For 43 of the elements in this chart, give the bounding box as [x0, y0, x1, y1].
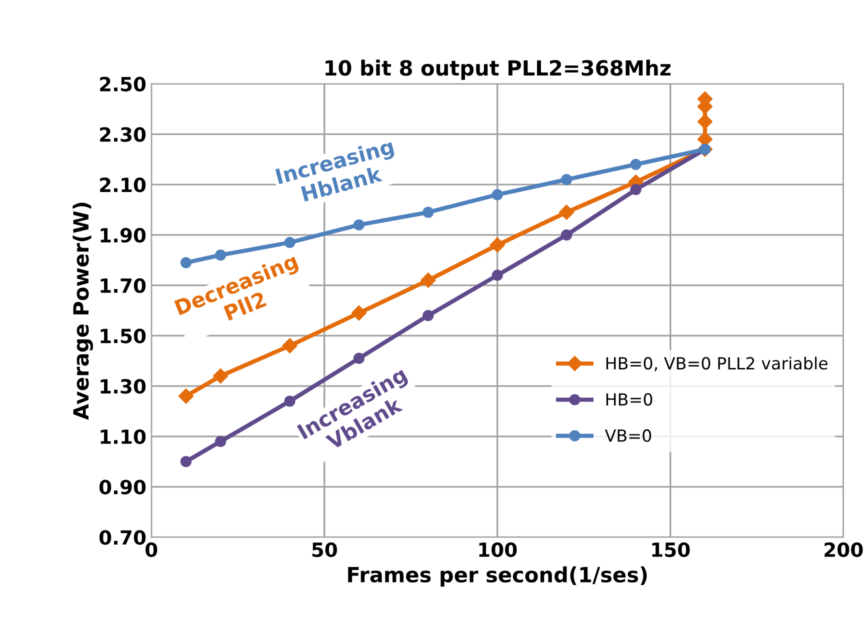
y-tick-label: 2.10 [100, 178, 146, 192]
y-tick-label: 1.70 [100, 278, 146, 293]
x-tick-label: 50 [312, 542, 337, 558]
point [180, 456, 192, 468]
point [282, 338, 298, 354]
point [561, 174, 572, 186]
point [422, 206, 434, 218]
legend-label: HB=0, VB=0 PLL2 variable [606, 356, 828, 372]
y-tick-label: 1.50 [100, 328, 146, 344]
point [215, 436, 226, 448]
y-tick-label: 0.90 [99, 480, 146, 494]
point [630, 158, 642, 170]
y-tick-label: 2.30 [100, 127, 146, 142]
y-tick-label: 1.10 [100, 429, 146, 444]
point [492, 189, 503, 200]
y-tick-label: 0.70 [99, 530, 146, 545]
point [353, 352, 365, 364]
point [422, 310, 434, 322]
y-tick-label: 1.90 [100, 228, 146, 243]
point [213, 368, 228, 384]
point [559, 204, 574, 220]
point [178, 388, 194, 404]
legend-label: VB=0 [604, 429, 652, 442]
point [561, 229, 572, 240]
chart-title: 10 bit 8 output PLL2=368Mhz [326, 60, 671, 80]
point [420, 272, 436, 288]
x-tick-label: 100 [479, 542, 517, 558]
y-axis-title: Average Power(W) [72, 202, 93, 420]
point [353, 219, 365, 230]
point [351, 305, 367, 321]
point [697, 114, 713, 130]
x-tick-label: 150 [652, 542, 690, 558]
y-tick-label: 2.50 [100, 76, 146, 92]
y-tick-label: 1.30 [100, 379, 146, 394]
point [284, 396, 296, 407]
point [630, 184, 642, 196]
x-tick-label: 200 [824, 542, 863, 558]
point [492, 270, 503, 281]
x-tick-label: 0 [146, 542, 158, 558]
legend-label: HB=0 [606, 393, 652, 406]
point [490, 237, 505, 253]
x-axis-title: Frames per second(1/ses) [348, 566, 647, 587]
point [284, 236, 296, 248]
